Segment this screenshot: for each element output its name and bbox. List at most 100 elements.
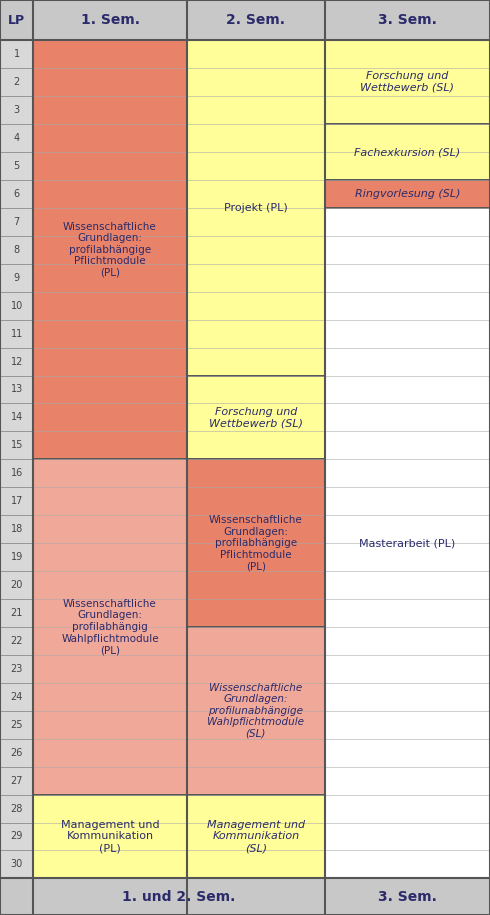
Bar bbox=[187, 40, 325, 375]
Bar bbox=[0, 488, 33, 515]
Text: 3. Sem.: 3. Sem. bbox=[378, 13, 437, 27]
Bar bbox=[0, 599, 33, 627]
Text: 3. Sem.: 3. Sem. bbox=[378, 889, 437, 904]
Bar bbox=[0, 124, 33, 152]
Text: Wissenschaftliche
Grundlagen:
profilabhängig
Wahlpflichtmodule
(PL): Wissenschaftliche Grundlagen: profilabhä… bbox=[61, 598, 159, 655]
Text: 20: 20 bbox=[10, 580, 23, 590]
Bar bbox=[187, 459, 325, 627]
Text: Wissenschaftliche
Grundlagen:
profilabhängige
Pflichtmodule
(PL): Wissenschaftliche Grundlagen: profilabhä… bbox=[63, 221, 157, 278]
Bar bbox=[187, 40, 325, 878]
Text: 12: 12 bbox=[10, 357, 23, 367]
Bar bbox=[33, 0, 187, 40]
Text: Forschung und
Wettbewerb (SL): Forschung und Wettbewerb (SL) bbox=[361, 71, 454, 93]
Bar bbox=[0, 375, 33, 404]
Text: 2. Sem.: 2. Sem. bbox=[226, 13, 285, 27]
Text: 15: 15 bbox=[10, 440, 23, 450]
Text: 1: 1 bbox=[14, 49, 20, 59]
Text: 7: 7 bbox=[14, 217, 20, 227]
Bar bbox=[0, 40, 33, 69]
Bar bbox=[0, 683, 33, 711]
Bar bbox=[0, 0, 33, 40]
Bar bbox=[187, 375, 325, 459]
Text: 1. und 2. Sem.: 1. und 2. Sem. bbox=[122, 889, 236, 904]
Bar bbox=[0, 96, 33, 124]
Bar bbox=[325, 124, 490, 180]
Text: 16: 16 bbox=[11, 468, 23, 479]
Bar bbox=[33, 794, 187, 878]
Text: 19: 19 bbox=[11, 552, 23, 562]
Bar bbox=[325, 208, 490, 878]
Text: 6: 6 bbox=[14, 188, 20, 199]
Text: 30: 30 bbox=[11, 859, 23, 869]
Bar bbox=[187, 794, 325, 878]
Text: Management und
Kommunikation
(SL): Management und Kommunikation (SL) bbox=[207, 820, 305, 853]
Text: LP: LP bbox=[8, 14, 25, 27]
Bar bbox=[0, 404, 33, 431]
Bar bbox=[0, 767, 33, 794]
Text: Ringvorlesung (SL): Ringvorlesung (SL) bbox=[355, 188, 460, 199]
Bar bbox=[0, 655, 33, 683]
Bar bbox=[0, 711, 33, 738]
Text: Projekt (PL): Projekt (PL) bbox=[224, 203, 288, 213]
Text: 11: 11 bbox=[11, 328, 23, 339]
Text: 26: 26 bbox=[10, 748, 23, 758]
Bar bbox=[0, 823, 33, 850]
Text: 24: 24 bbox=[10, 692, 23, 702]
Bar bbox=[33, 878, 325, 915]
Text: 2: 2 bbox=[14, 77, 20, 87]
Text: 3: 3 bbox=[14, 105, 20, 115]
Bar bbox=[0, 69, 33, 96]
Text: 22: 22 bbox=[10, 636, 23, 646]
Text: Masterarbeit (PL): Masterarbeit (PL) bbox=[359, 538, 456, 548]
Bar bbox=[0, 738, 33, 767]
Bar bbox=[0, 627, 33, 655]
Text: 5: 5 bbox=[14, 161, 20, 171]
Bar bbox=[0, 180, 33, 208]
Text: 1. Sem.: 1. Sem. bbox=[80, 13, 140, 27]
Bar bbox=[33, 459, 187, 794]
Bar bbox=[0, 236, 33, 264]
Text: Forschung und
Wettbewerb (SL): Forschung und Wettbewerb (SL) bbox=[209, 406, 303, 428]
Bar bbox=[325, 0, 490, 40]
Bar bbox=[0, 152, 33, 180]
Bar bbox=[0, 459, 33, 488]
Bar bbox=[0, 794, 33, 823]
Bar bbox=[325, 40, 490, 124]
Bar bbox=[325, 40, 490, 878]
Text: 27: 27 bbox=[10, 776, 23, 786]
Text: Wissenschaftliche
Grundlagen:
profilabhängige
Pflichtmodule
(PL): Wissenschaftliche Grundlagen: profilabhä… bbox=[209, 515, 303, 571]
Text: 23: 23 bbox=[10, 664, 23, 673]
Bar bbox=[0, 850, 33, 878]
Bar bbox=[325, 878, 490, 915]
Text: 17: 17 bbox=[10, 496, 23, 506]
Bar bbox=[0, 319, 33, 348]
Text: 21: 21 bbox=[10, 608, 23, 618]
Bar bbox=[33, 40, 187, 459]
Text: 9: 9 bbox=[14, 273, 20, 283]
Bar bbox=[0, 208, 33, 236]
Bar bbox=[0, 544, 33, 571]
Bar bbox=[0, 348, 33, 375]
Text: 18: 18 bbox=[11, 524, 23, 534]
Bar bbox=[187, 627, 325, 794]
Text: Management und
Kommunikation
(PL): Management und Kommunikation (PL) bbox=[61, 820, 159, 853]
Bar bbox=[0, 878, 33, 915]
Text: 10: 10 bbox=[11, 301, 23, 311]
Text: 29: 29 bbox=[10, 832, 23, 842]
Text: 25: 25 bbox=[10, 720, 23, 730]
Bar bbox=[0, 292, 33, 319]
Bar bbox=[0, 515, 33, 544]
Bar bbox=[0, 571, 33, 599]
Bar bbox=[0, 431, 33, 459]
Text: Wissenschaftliche
Grundlagen:
profilunabhängige
Wahlpflichtmodule
(SL): Wissenschaftliche Grundlagen: profilunab… bbox=[207, 683, 304, 739]
Text: 14: 14 bbox=[11, 413, 23, 423]
Text: 13: 13 bbox=[11, 384, 23, 394]
Bar bbox=[187, 0, 325, 40]
Text: 28: 28 bbox=[10, 803, 23, 813]
Text: 8: 8 bbox=[14, 245, 20, 254]
Bar bbox=[0, 264, 33, 292]
Text: 4: 4 bbox=[14, 133, 20, 143]
Bar bbox=[33, 40, 187, 878]
Text: Fachexkursion (SL): Fachexkursion (SL) bbox=[354, 147, 461, 157]
Bar bbox=[325, 180, 490, 208]
